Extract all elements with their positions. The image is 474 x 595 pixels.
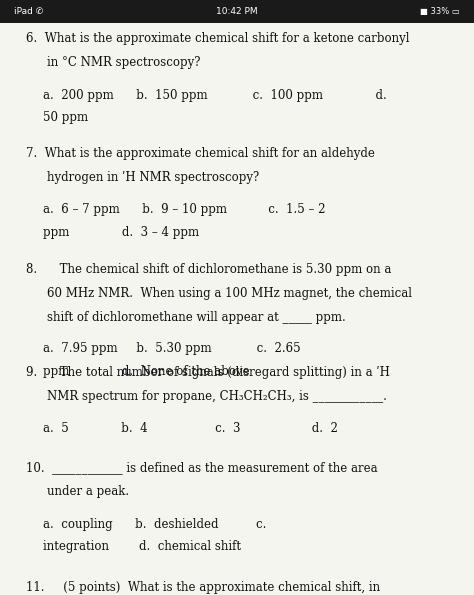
Text: 7.  What is the approximate chemical shift for an aldehyde: 7. What is the approximate chemical shif… [26, 147, 375, 160]
Text: 50 ppm: 50 ppm [43, 111, 88, 124]
Text: iPad ✆: iPad ✆ [14, 7, 44, 16]
Text: 60 MHz NMR.  When using a 100 MHz magnet, the chemical: 60 MHz NMR. When using a 100 MHz magnet,… [47, 287, 412, 300]
Text: ppm              d.  None of the above: ppm d. None of the above [43, 365, 249, 378]
Text: 8.      The chemical shift of dichloromethane is 5.30 ppm on a: 8. The chemical shift of dichloromethane… [26, 263, 392, 276]
Text: 9.      The total number of signals (disregard splitting) in a ʹH: 9. The total number of signals (disregar… [26, 366, 390, 379]
Text: a.  5              b.  4                  c.  3                   d.  2: a. 5 b. 4 c. 3 d. 2 [43, 422, 337, 436]
Text: a.  coupling      b.  deshielded          c.: a. coupling b. deshielded c. [43, 518, 266, 531]
Bar [0, 0, 474, 23]
Text: a.  200 ppm      b.  150 ppm            c.  100 ppm              d.: a. 200 ppm b. 150 ppm c. 100 ppm d. [43, 89, 386, 102]
Text: integration        d.  chemical shift: integration d. chemical shift [43, 540, 241, 553]
Text: in °C NMR spectroscopy?: in °C NMR spectroscopy? [47, 56, 201, 69]
Text: 10.  ____________ is defined as the measurement of the area: 10. ____________ is defined as the measu… [26, 461, 378, 474]
Text: ppm              d.  3 – 4 ppm: ppm d. 3 – 4 ppm [43, 226, 199, 239]
Text: 10:42 PM: 10:42 PM [216, 7, 258, 16]
Text: a.  6 – 7 ppm      b.  9 – 10 ppm           c.  1.5 – 2: a. 6 – 7 ppm b. 9 – 10 ppm c. 1.5 – 2 [43, 203, 325, 217]
Text: under a peak.: under a peak. [47, 485, 129, 498]
Text: NMR spectrum for propane, CH₃CH₂CH₃, is ____________.: NMR spectrum for propane, CH₃CH₂CH₃, is … [47, 390, 387, 403]
Text: 6.  What is the approximate chemical shift for a ketone carbonyl: 6. What is the approximate chemical shif… [26, 32, 410, 45]
Text: ■ 33% ▭: ■ 33% ▭ [420, 7, 460, 16]
Text: hydrogen in ʹH NMR spectroscopy?: hydrogen in ʹH NMR spectroscopy? [47, 171, 260, 184]
Text: 11.     (5 points)  What is the approximate chemical shift, in: 11. (5 points) What is the approximate c… [26, 581, 380, 594]
Text: a.  7.95 ppm     b.  5.30 ppm            c.  2.65: a. 7.95 ppm b. 5.30 ppm c. 2.65 [43, 342, 301, 355]
Text: shift of dichloromethane will appear at _____ ppm.: shift of dichloromethane will appear at … [47, 311, 346, 324]
